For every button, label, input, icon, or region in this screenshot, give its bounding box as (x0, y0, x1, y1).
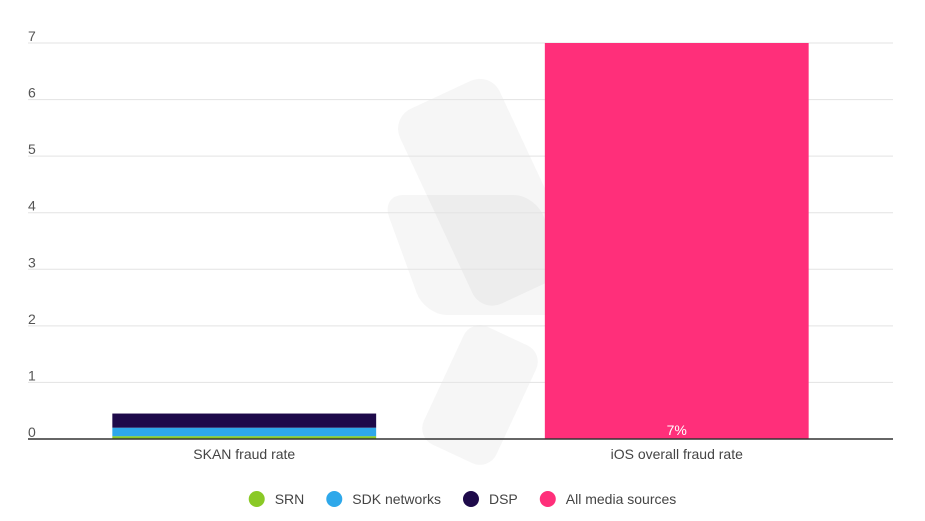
bar-all-media-sources (544, 43, 809, 439)
y-tick-label: 4 (28, 198, 36, 214)
legend-swatch (462, 491, 479, 507)
legend-swatch (539, 491, 556, 507)
y-tick-label: 6 (28, 85, 36, 101)
y-tick-label: 7 (28, 28, 36, 44)
x-tick-labels: SKAN fraud rate iOS overall fraud rate (193, 446, 743, 462)
y-tick-labels: 0 1 2 3 4 5 6 7 (28, 28, 36, 440)
legend-label: SDK networks (352, 491, 441, 507)
legend-swatch (326, 491, 343, 507)
y-tick-label: 3 (28, 254, 36, 270)
y-tick-label: 2 (28, 311, 36, 327)
y-gridlines (28, 42, 893, 383)
x-tick-label: SKAN fraud rate (193, 446, 295, 462)
bars (112, 43, 809, 439)
legend: SRN SDK networks DSP All media sources (248, 491, 677, 507)
legend-label: All media sources (566, 491, 677, 507)
bar-dsp (112, 413, 377, 428)
data-labels: 7% (667, 422, 687, 438)
bar-sdk-networks (112, 427, 377, 437)
y-tick-label: 5 (28, 141, 36, 157)
data-label: 7% (667, 422, 687, 438)
bar-srn (112, 436, 377, 439)
x-tick-label: iOS overall fraud rate (611, 446, 743, 462)
legend-swatch (248, 491, 265, 507)
legend-label: DSP (489, 491, 518, 507)
legend-label: SRN (275, 491, 305, 507)
y-tick-label: 1 (28, 367, 36, 383)
y-tick-label: 0 (28, 424, 36, 440)
